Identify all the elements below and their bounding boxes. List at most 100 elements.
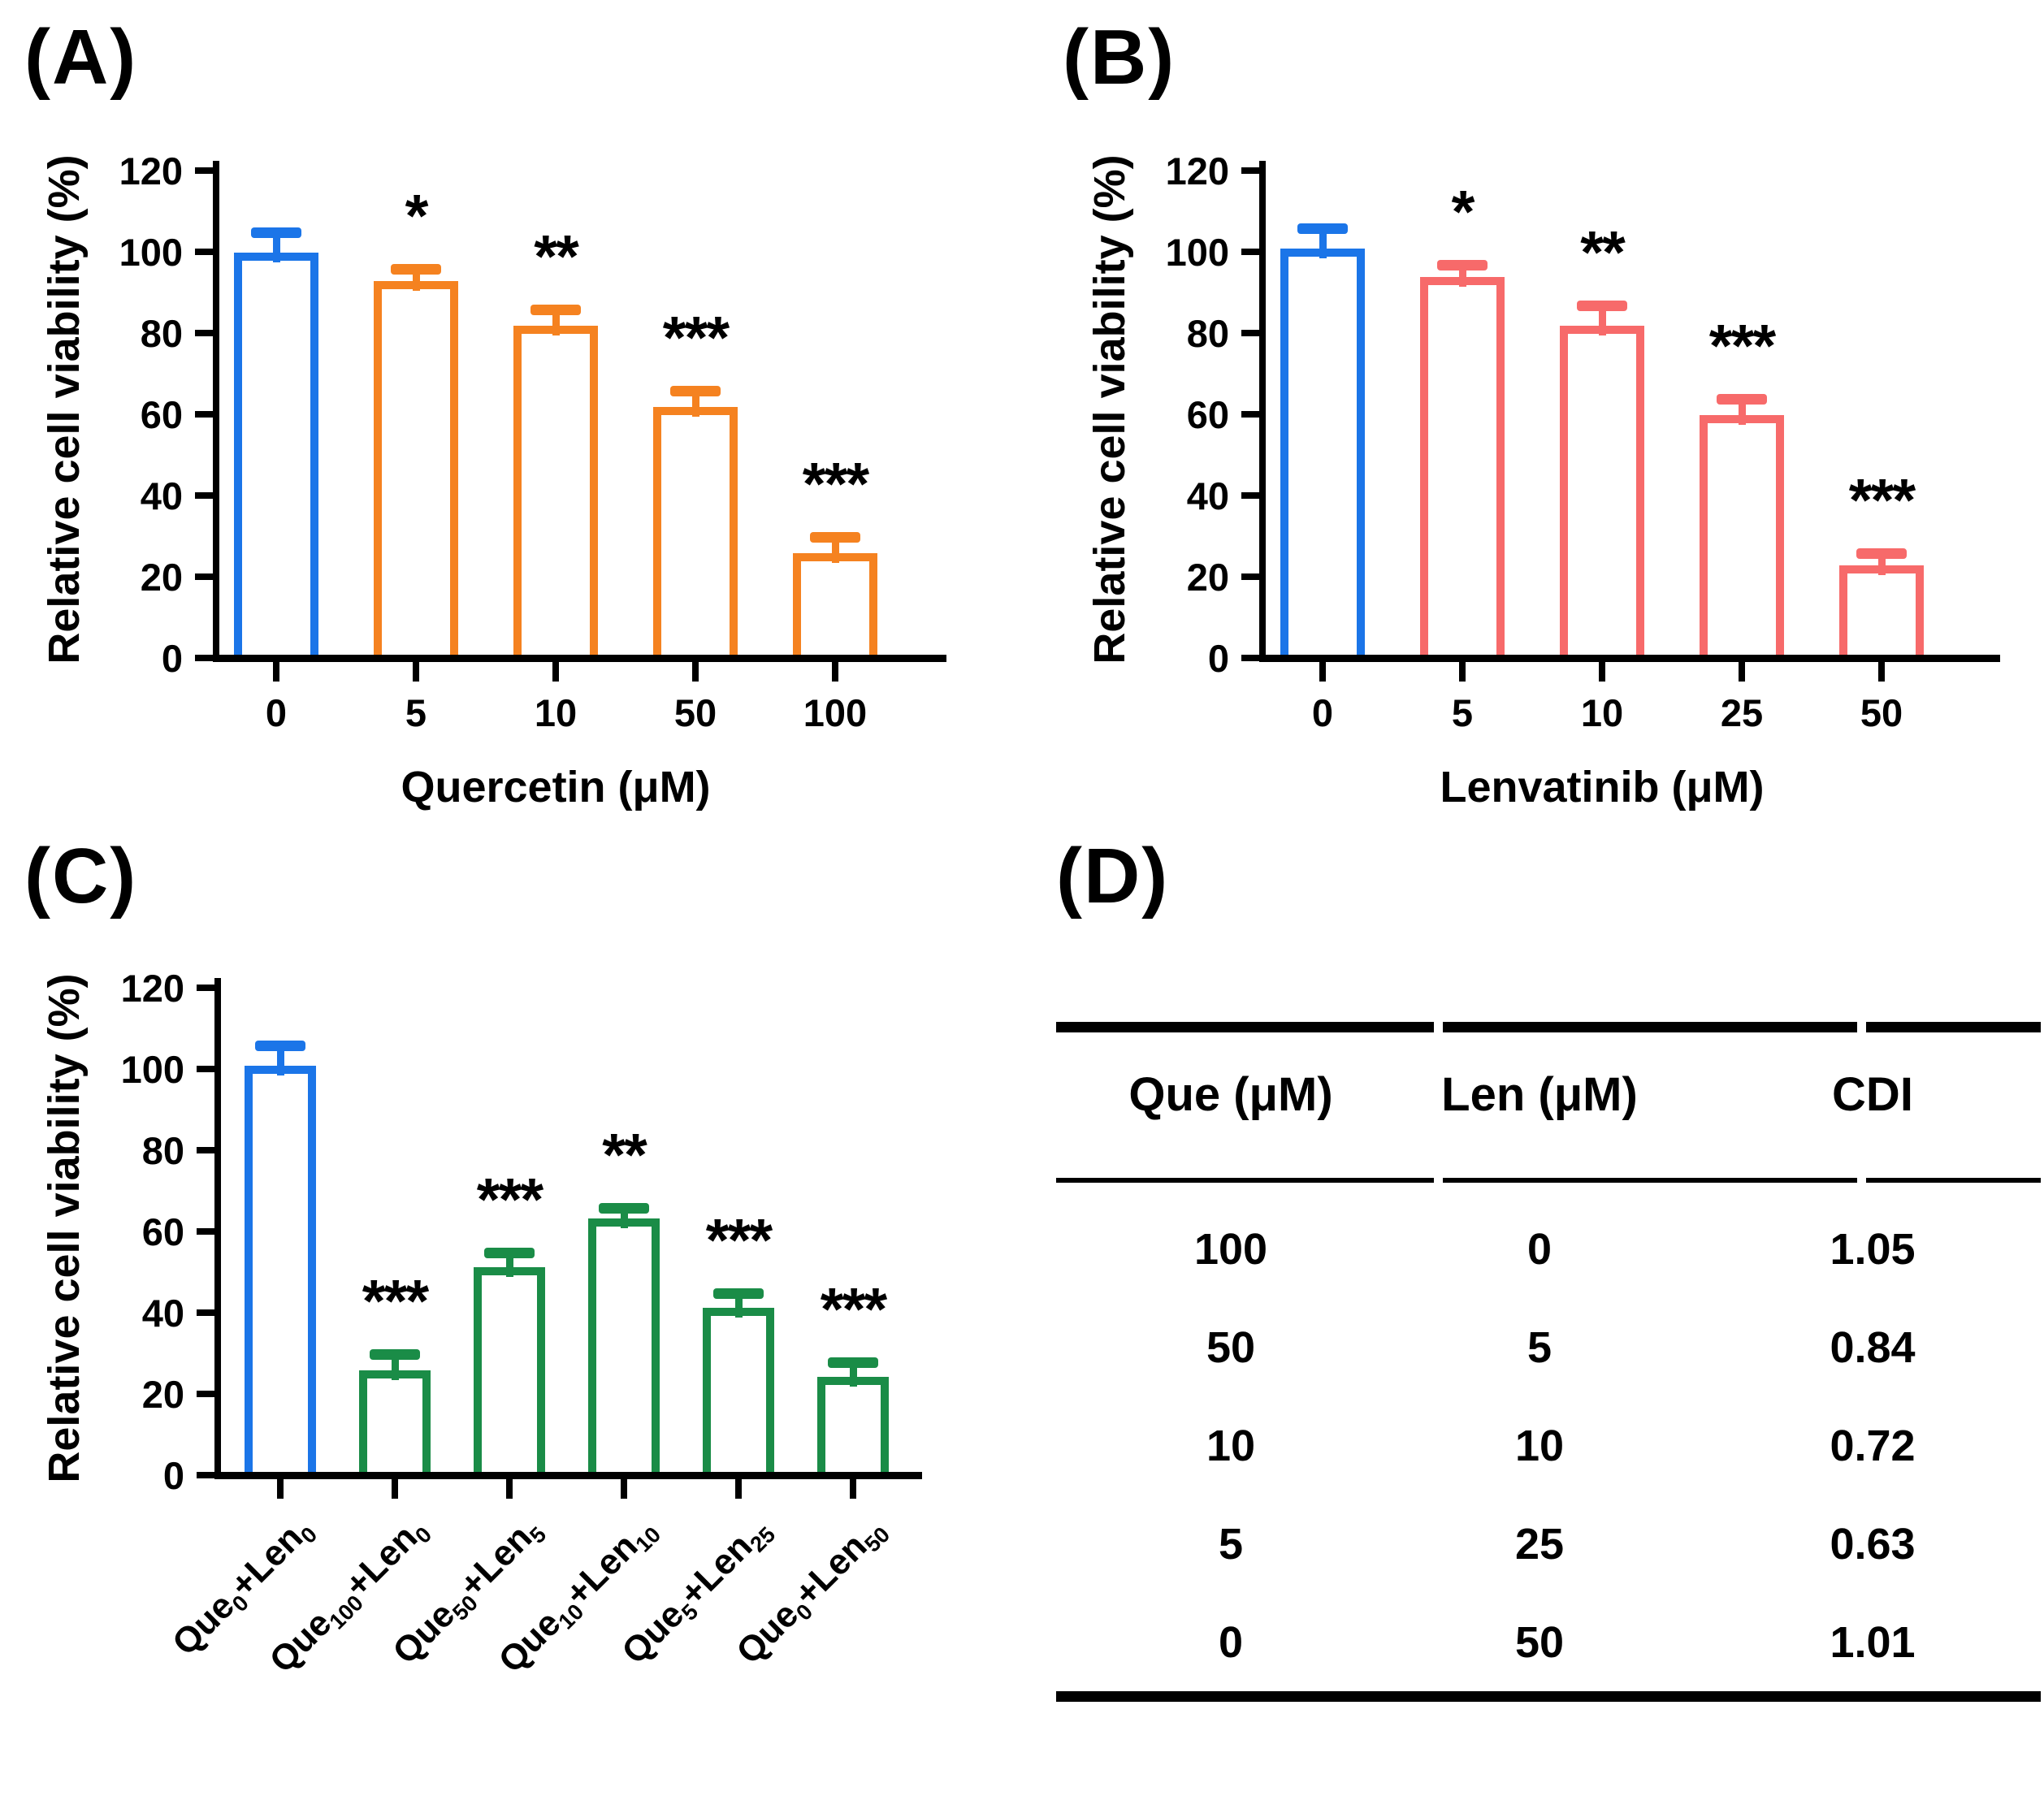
- table-header-cell: CDI: [1832, 1068, 1913, 1121]
- table-cell: 0.63: [1830, 1520, 1916, 1569]
- category-label: 10: [534, 691, 578, 734]
- x-tick: [735, 1479, 742, 1499]
- error-bar-stem: [277, 1045, 284, 1075]
- table-cell: 0.72: [1830, 1422, 1916, 1470]
- table-bottom-rule: [1056, 1691, 2041, 1702]
- significance-asterisks: *: [1451, 178, 1475, 245]
- x-axis-baseline: [214, 1472, 922, 1479]
- bar: [1420, 277, 1505, 655]
- y-axis-spine: [213, 161, 219, 662]
- error-bar-cap: [1437, 260, 1488, 270]
- error-bar-cap: [713, 1288, 764, 1299]
- error-bar-stem: [413, 269, 420, 291]
- error-bar-cap: [1297, 223, 1348, 234]
- x-tick: [1599, 662, 1605, 682]
- significance-asterisks: **: [534, 223, 579, 290]
- error-bar-stem: [1739, 399, 1746, 425]
- table-top-rule: [1443, 1022, 1857, 1032]
- error-bar-stem: [621, 1208, 628, 1228]
- panel-b-label: (B): [1063, 14, 1176, 101]
- x-tick: [692, 662, 699, 682]
- table-header-rule: [1866, 1178, 2041, 1183]
- y-tick-label: 60: [1186, 393, 1229, 436]
- bar: [1280, 249, 1365, 655]
- table-cell: 50: [1206, 1323, 1256, 1372]
- error-bar-cap: [391, 264, 441, 275]
- table-cell: 0: [1218, 1618, 1244, 1667]
- significance-asterisks: ***: [362, 1267, 429, 1335]
- significance-asterisks: ***: [1708, 312, 1776, 379]
- error-bar-cap: [670, 386, 721, 396]
- error-bar-cap: [599, 1203, 649, 1214]
- y-tick-label: 40: [140, 474, 183, 517]
- category-label: 5: [405, 691, 427, 734]
- x-tick: [850, 1479, 856, 1499]
- table-cell: 0.84: [1830, 1323, 1916, 1372]
- error-bar-cap: [484, 1248, 535, 1258]
- significance-asterisks: ***: [705, 1206, 773, 1274]
- error-bar-cap: [370, 1349, 420, 1360]
- x-tick: [1739, 662, 1745, 682]
- table-cell: 10: [1206, 1422, 1256, 1470]
- y-tick: [1241, 411, 1259, 418]
- x-tick: [273, 662, 279, 682]
- y-tick: [197, 1228, 214, 1235]
- x-tick: [1459, 662, 1466, 682]
- error-bar-stem: [832, 537, 839, 563]
- error-bar-stem: [1459, 265, 1466, 287]
- significance-asterisks: *: [405, 182, 429, 249]
- significance-asterisks: ***: [1848, 466, 1916, 534]
- error-bar-cap: [1577, 301, 1627, 311]
- y-tick-label: 40: [141, 1292, 184, 1335]
- y-tick: [195, 655, 213, 661]
- category-label: 0: [265, 691, 288, 734]
- bar: [234, 253, 318, 655]
- y-tick-label: 100: [120, 1048, 184, 1091]
- x-axis-title-panel-a: Quercetin (μM): [401, 763, 711, 811]
- significance-asterisks: ***: [476, 1166, 543, 1233]
- category-label: 10: [1580, 691, 1624, 734]
- error-bar-stem: [552, 309, 560, 335]
- bar: [359, 1370, 431, 1472]
- y-tick-label: 40: [1186, 474, 1229, 517]
- x-axis-baseline: [213, 655, 946, 662]
- x-tick: [832, 662, 838, 682]
- table-top-rule: [1866, 1022, 2041, 1032]
- y-tick-label: 0: [161, 637, 183, 680]
- error-bar-stem: [506, 1253, 513, 1277]
- error-bar-cap: [1856, 548, 1907, 559]
- table-header-cell: Len (μM): [1441, 1068, 1638, 1121]
- error-bar-stem: [850, 1362, 857, 1387]
- table-cell: 100: [1193, 1225, 1268, 1274]
- table-header-cell: Que (μM): [1128, 1068, 1333, 1121]
- category-label: 50: [673, 691, 717, 734]
- x-tick: [1319, 662, 1326, 682]
- y-tick: [197, 985, 214, 991]
- y-tick: [1241, 330, 1259, 336]
- error-bar-cap: [828, 1357, 878, 1368]
- bar: [513, 326, 598, 655]
- y-tick-label: 20: [140, 556, 183, 599]
- y-tick-label: 0: [162, 1454, 184, 1497]
- y-tick: [1241, 573, 1259, 580]
- significance-asterisks: **: [1580, 219, 1626, 286]
- bar: [653, 407, 738, 655]
- y-tick-label: 0: [1207, 637, 1229, 680]
- y-tick: [195, 573, 213, 580]
- error-bar-cap: [251, 227, 301, 238]
- table-cell: 0: [1527, 1225, 1552, 1274]
- y-tick-label: 120: [1165, 149, 1229, 193]
- y-tick: [197, 1472, 214, 1478]
- table-cell: 5: [1218, 1520, 1244, 1569]
- error-bar-stem: [1599, 305, 1606, 335]
- x-tick: [392, 1479, 398, 1499]
- y-tick: [1241, 249, 1259, 255]
- y-tick-label: 100: [1165, 231, 1229, 274]
- significance-asterisks: ***: [820, 1275, 887, 1343]
- panel-a-label: (A): [24, 14, 138, 101]
- category-label: 5: [1451, 691, 1474, 734]
- table-top-rule: [1056, 1022, 1434, 1032]
- category-label: 50: [1860, 691, 1903, 734]
- y-tick-label: 20: [1186, 556, 1229, 599]
- y-tick-label: 80: [141, 1129, 184, 1172]
